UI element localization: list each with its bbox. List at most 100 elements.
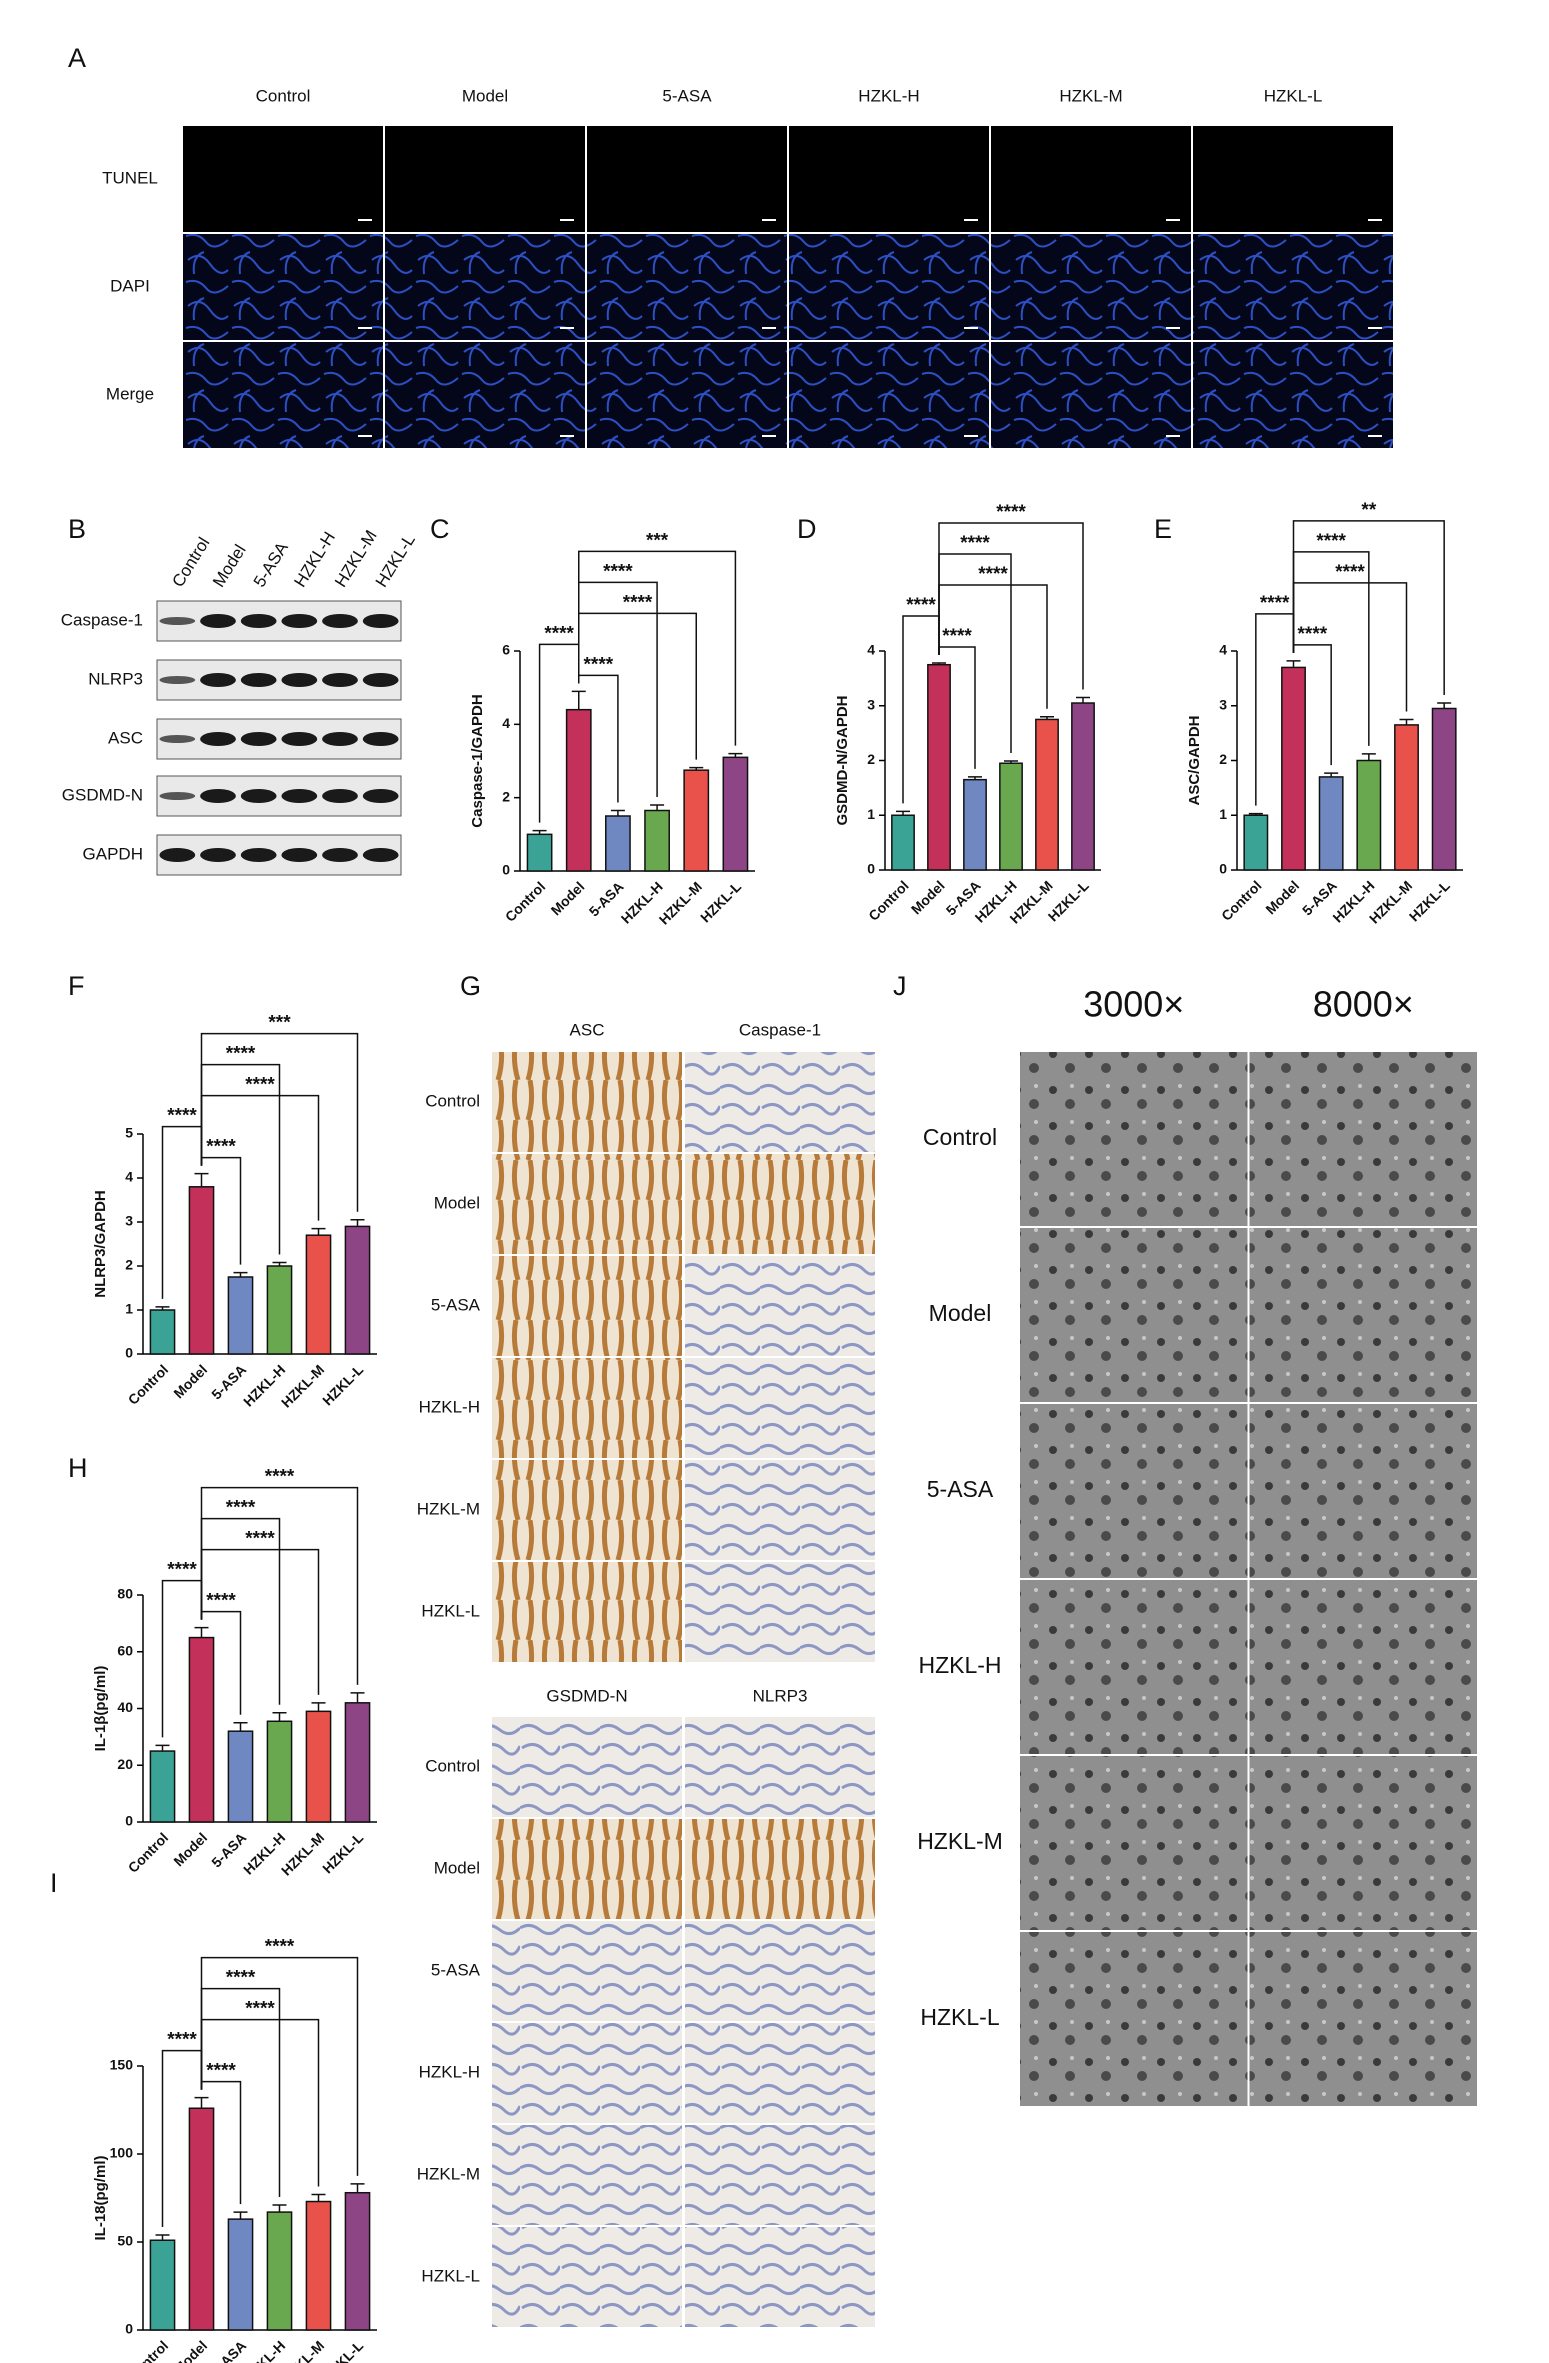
significance-label: **** xyxy=(167,2030,197,2051)
bar xyxy=(963,778,987,871)
ihc-image xyxy=(685,1921,875,2021)
ihc-image xyxy=(685,1819,875,1919)
scale-bar xyxy=(964,219,978,221)
error-bar xyxy=(155,2234,170,2241)
row-label: HZKL-L xyxy=(920,2004,999,2030)
micrograph xyxy=(587,234,787,340)
error-bar xyxy=(896,810,910,816)
significance-bracket xyxy=(200,1486,359,1685)
x-tick-label: HZKL-L xyxy=(319,1829,366,1876)
error-bar xyxy=(272,1712,287,1722)
significance-label: **** xyxy=(960,533,990,554)
micrograph xyxy=(789,342,989,448)
significance-label: *** xyxy=(268,1013,291,1034)
row-label: Model xyxy=(929,1300,992,1326)
x-tick-label: Model xyxy=(548,878,588,918)
blot-box xyxy=(156,834,402,876)
y-tick-label: 3 xyxy=(125,1213,133,1229)
bar xyxy=(1318,776,1344,871)
micrograph xyxy=(587,126,787,232)
panel-label: A xyxy=(68,43,86,73)
scale-bar xyxy=(560,219,574,221)
micrograph xyxy=(587,342,787,448)
ihc-image xyxy=(492,1562,682,1662)
row-label: 5-ASA xyxy=(431,1295,481,1314)
micrograph xyxy=(1193,342,1393,448)
ihc-image xyxy=(685,1358,875,1458)
bar xyxy=(266,2211,293,2331)
error-bar xyxy=(311,2193,326,2202)
y-tick-label: 0 xyxy=(1219,861,1227,877)
bar xyxy=(188,2107,215,2331)
blot-band xyxy=(200,848,236,862)
column-label: Control xyxy=(256,86,311,105)
error-bar xyxy=(650,804,665,811)
error-bar xyxy=(194,1626,209,1638)
y-tick-label: 150 xyxy=(110,2057,134,2073)
y-tick-label: 4 xyxy=(867,642,875,658)
error-bar xyxy=(610,809,625,816)
error-bar xyxy=(350,1692,365,1703)
scale-bar xyxy=(964,435,978,437)
y-axis-label: ASC/GAPDH xyxy=(1186,715,1203,805)
x-tick-label: Model xyxy=(170,1829,210,1869)
y-tick-label: 0 xyxy=(867,861,875,877)
bar xyxy=(344,2191,371,2331)
error-bar xyxy=(233,2211,248,2220)
significance-bracket xyxy=(938,522,1084,690)
x-tick-label: HZKL-M xyxy=(278,1361,327,1410)
em-image xyxy=(1020,1932,1248,2106)
blot-band xyxy=(200,789,236,803)
error-bar xyxy=(233,1721,248,1732)
x-tick-label: HZKL-L xyxy=(319,1361,366,1408)
ihc-image xyxy=(685,1460,875,1560)
y-tick-label: 2 xyxy=(502,788,510,804)
ihc-image xyxy=(492,1819,682,1919)
error-bar xyxy=(233,1271,248,1277)
bar xyxy=(1035,718,1059,871)
error-bar xyxy=(311,1702,326,1712)
column-label: NLRP3 xyxy=(753,1686,808,1705)
error-bar xyxy=(1248,812,1263,816)
bar xyxy=(305,1710,332,1823)
ihc-image xyxy=(492,2227,682,2327)
bar xyxy=(149,1750,176,1823)
significance-label: **** xyxy=(206,2061,236,2082)
significance-label: *** xyxy=(646,530,669,551)
bar xyxy=(999,762,1023,871)
panel-label: F xyxy=(68,971,85,1001)
y-tick-label: 4 xyxy=(502,715,510,731)
row-label: Control xyxy=(923,1124,997,1150)
error-bar xyxy=(194,2096,209,2109)
significance-label: **** xyxy=(544,623,574,644)
y-tick-label: 2 xyxy=(1219,751,1227,767)
row-label: TUNEL xyxy=(102,168,158,187)
error-bar xyxy=(968,776,982,780)
significance-bracket xyxy=(200,1956,359,2176)
error-bar xyxy=(272,1261,287,1266)
protein-label: NLRP3 xyxy=(88,669,143,688)
ihc-image xyxy=(685,1562,875,1662)
bar xyxy=(1071,702,1095,871)
x-tick-label: HZKL-L xyxy=(319,2337,366,2363)
panel-label: J xyxy=(893,971,907,1001)
y-axis-label: NLRP3/GAPDH xyxy=(92,1190,109,1298)
x-tick-label: HZKL-L xyxy=(1406,877,1453,924)
x-tick-label: Control xyxy=(1218,877,1265,924)
significance-bracket xyxy=(578,550,737,746)
error-bar xyxy=(1324,772,1339,777)
blot-band xyxy=(159,792,196,800)
y-tick-label: 3 xyxy=(1219,696,1227,712)
row-label: HZKL-M xyxy=(917,1828,1003,1854)
row-label: HZKL-H xyxy=(419,2062,480,2081)
bar xyxy=(1281,666,1306,871)
significance-label: **** xyxy=(906,595,936,616)
panel-label: C xyxy=(430,514,450,544)
error-bar xyxy=(1399,718,1414,725)
error-bar xyxy=(272,2204,287,2213)
em-image xyxy=(1249,1404,1477,1578)
error-bar xyxy=(350,2183,365,2193)
protein-label: ASC xyxy=(108,728,143,747)
ihc-image xyxy=(685,1052,875,1152)
